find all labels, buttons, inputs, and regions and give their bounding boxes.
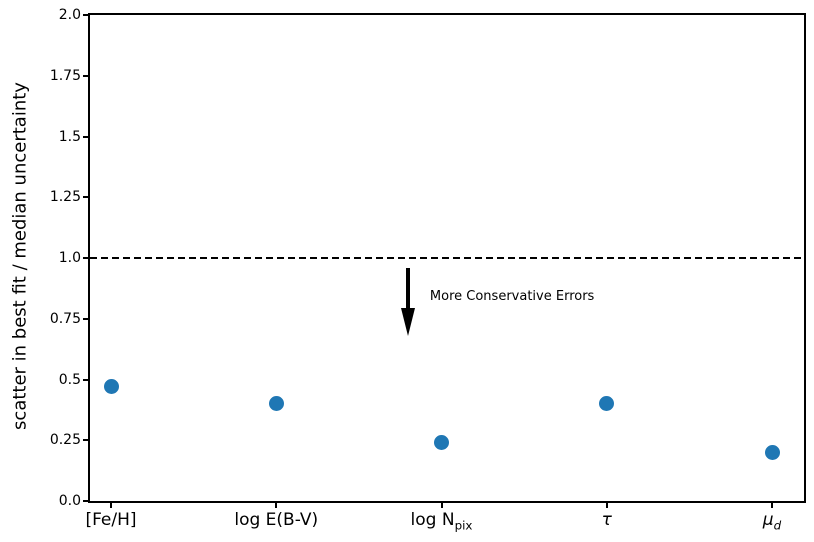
y-tick-label: 1.5 xyxy=(58,128,81,145)
x-tick-label: τ xyxy=(601,510,612,530)
y-tick-mark xyxy=(83,439,88,442)
y-tick-mark xyxy=(83,196,88,199)
data-point xyxy=(103,379,119,395)
x-tick-label: μd xyxy=(762,510,782,533)
plot-area: 0.0 0.25 0.5 0.75 1.0 1.25 1.5 1.75 2.0 [Fe/H] log… xyxy=(50,7,806,531)
y-tick-label: 2.0 xyxy=(58,7,81,23)
y-tick-label: 1.75 xyxy=(49,67,81,84)
reference-line xyxy=(90,257,804,259)
y-tick-mark xyxy=(83,135,88,138)
data-point xyxy=(764,444,780,460)
y-tick-mark xyxy=(83,317,88,320)
data-point xyxy=(599,396,615,412)
y-tick-mark xyxy=(83,500,88,502)
data-point xyxy=(268,396,284,412)
annotation-text: More Conservative Errors xyxy=(429,288,595,304)
y-tick-mark xyxy=(83,14,88,16)
x-tick-mark xyxy=(605,503,608,508)
y-tick-label: 0.5 xyxy=(58,371,81,388)
y-tick-label: 1.25 xyxy=(49,189,81,206)
x-tick-label: log Npix xyxy=(410,510,473,533)
y-tick-label: 1.0 xyxy=(58,250,81,266)
annotation-arrow-shaft xyxy=(406,267,411,308)
x-tick-mark xyxy=(771,503,773,508)
y-tick-label: 0.0 xyxy=(58,493,81,509)
x-tick-label: [Fe/H] xyxy=(85,510,137,530)
y-tick-mark xyxy=(83,378,88,381)
data-point xyxy=(434,435,449,451)
y-tick-label: 0.75 xyxy=(49,310,81,327)
x-tick-mark xyxy=(440,503,443,508)
x-tick-label: log E(B-V) xyxy=(234,510,319,530)
y-axis-label: scatter in best fit / median uncertainty xyxy=(9,82,31,430)
x-tick-mark xyxy=(275,503,278,508)
x-tick-mark xyxy=(110,503,112,508)
y-tick-mark xyxy=(83,74,88,77)
y-tick-label: 0.25 xyxy=(49,432,81,449)
annotation-arrow-head xyxy=(401,307,416,336)
y-tick-mark xyxy=(83,257,88,259)
